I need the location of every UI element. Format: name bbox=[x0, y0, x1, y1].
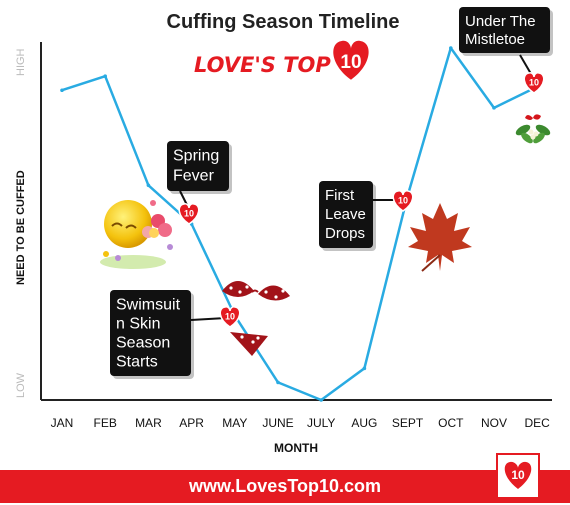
footer-logo: 10 bbox=[496, 453, 540, 499]
logo-text: LOVE'S TOP bbox=[194, 53, 331, 77]
data-point bbox=[319, 398, 324, 402]
data-point bbox=[449, 46, 453, 50]
callout-box bbox=[167, 141, 229, 191]
x-tick-label: FEB bbox=[94, 416, 117, 430]
callout-box bbox=[459, 7, 550, 53]
y-tick-high: HIGH bbox=[15, 48, 27, 76]
callout-text: Spring Fever bbox=[173, 148, 219, 185]
y-tick-low: LOW bbox=[15, 372, 27, 398]
x-tick-label: AUG bbox=[351, 416, 377, 430]
data-point bbox=[103, 74, 107, 78]
data-point bbox=[362, 366, 367, 371]
callout-text: Under The Mistletoe bbox=[465, 13, 536, 48]
x-tick-label: JULY bbox=[307, 416, 335, 430]
x-tick-label: MAR bbox=[135, 416, 162, 430]
heart-badge-number: 10 bbox=[529, 78, 539, 88]
x-tick-label: DEC bbox=[525, 416, 551, 430]
chart-title: Cuffing Season Timeline bbox=[167, 11, 400, 33]
x-axis-label: MONTH bbox=[274, 441, 318, 455]
footer-badge-number: 10 bbox=[511, 468, 525, 482]
callout-text: First Leave Drops bbox=[325, 187, 366, 242]
logo-heart-icon bbox=[333, 40, 369, 80]
bikini-icon bbox=[222, 281, 290, 356]
heart-badge-number: 10 bbox=[225, 312, 235, 322]
mistletoe-icon bbox=[515, 114, 551, 144]
data-point bbox=[492, 106, 496, 110]
x-tick-label: SEPT bbox=[392, 416, 424, 430]
callout-box bbox=[110, 290, 191, 376]
logo-number: 10 bbox=[340, 52, 361, 73]
x-tick-label: MAY bbox=[222, 416, 247, 430]
heart-badge-icon: 10 bbox=[392, 190, 414, 212]
heart-badge-icon: 10 bbox=[523, 72, 545, 94]
callout-text: Swimsuit n Skin Season Starts bbox=[116, 297, 181, 371]
annotation-group: Under The Mistletoe 10 Spring Fever 10 First Le… bbox=[110, 7, 553, 379]
callout-box bbox=[319, 181, 373, 248]
x-tick-label: JUNE bbox=[262, 416, 293, 430]
x-tick-labels: JAN FEB MAR APR MAY JUNE JULY AUG SEPT OCT NOV DEC bbox=[51, 416, 551, 430]
maple-leaf-icon bbox=[408, 203, 472, 272]
footer-heart-icon: 10 bbox=[504, 461, 532, 489]
heart-badge-number: 10 bbox=[184, 209, 194, 219]
footer-url[interactable]: www.LovesTop10.com bbox=[188, 476, 382, 496]
data-point bbox=[276, 380, 280, 385]
heart-badge-icon: 10 bbox=[178, 203, 200, 225]
data-point bbox=[146, 183, 151, 188]
x-tick-label: JAN bbox=[51, 416, 74, 430]
x-tick-label: NOV bbox=[481, 416, 507, 430]
y-axis-label: NEED TO BE CUFFED bbox=[15, 170, 27, 285]
heart-badge-icon: 10 bbox=[219, 306, 241, 328]
heart-badge-number: 10 bbox=[398, 196, 408, 206]
smiley-flower-icon bbox=[100, 200, 173, 269]
footer-bar: www.LovesTop10.com bbox=[0, 470, 570, 503]
x-tick-label: OCT bbox=[438, 416, 464, 430]
data-point bbox=[60, 88, 64, 93]
series-line bbox=[61, 46, 538, 402]
x-tick-label: APR bbox=[179, 416, 204, 430]
